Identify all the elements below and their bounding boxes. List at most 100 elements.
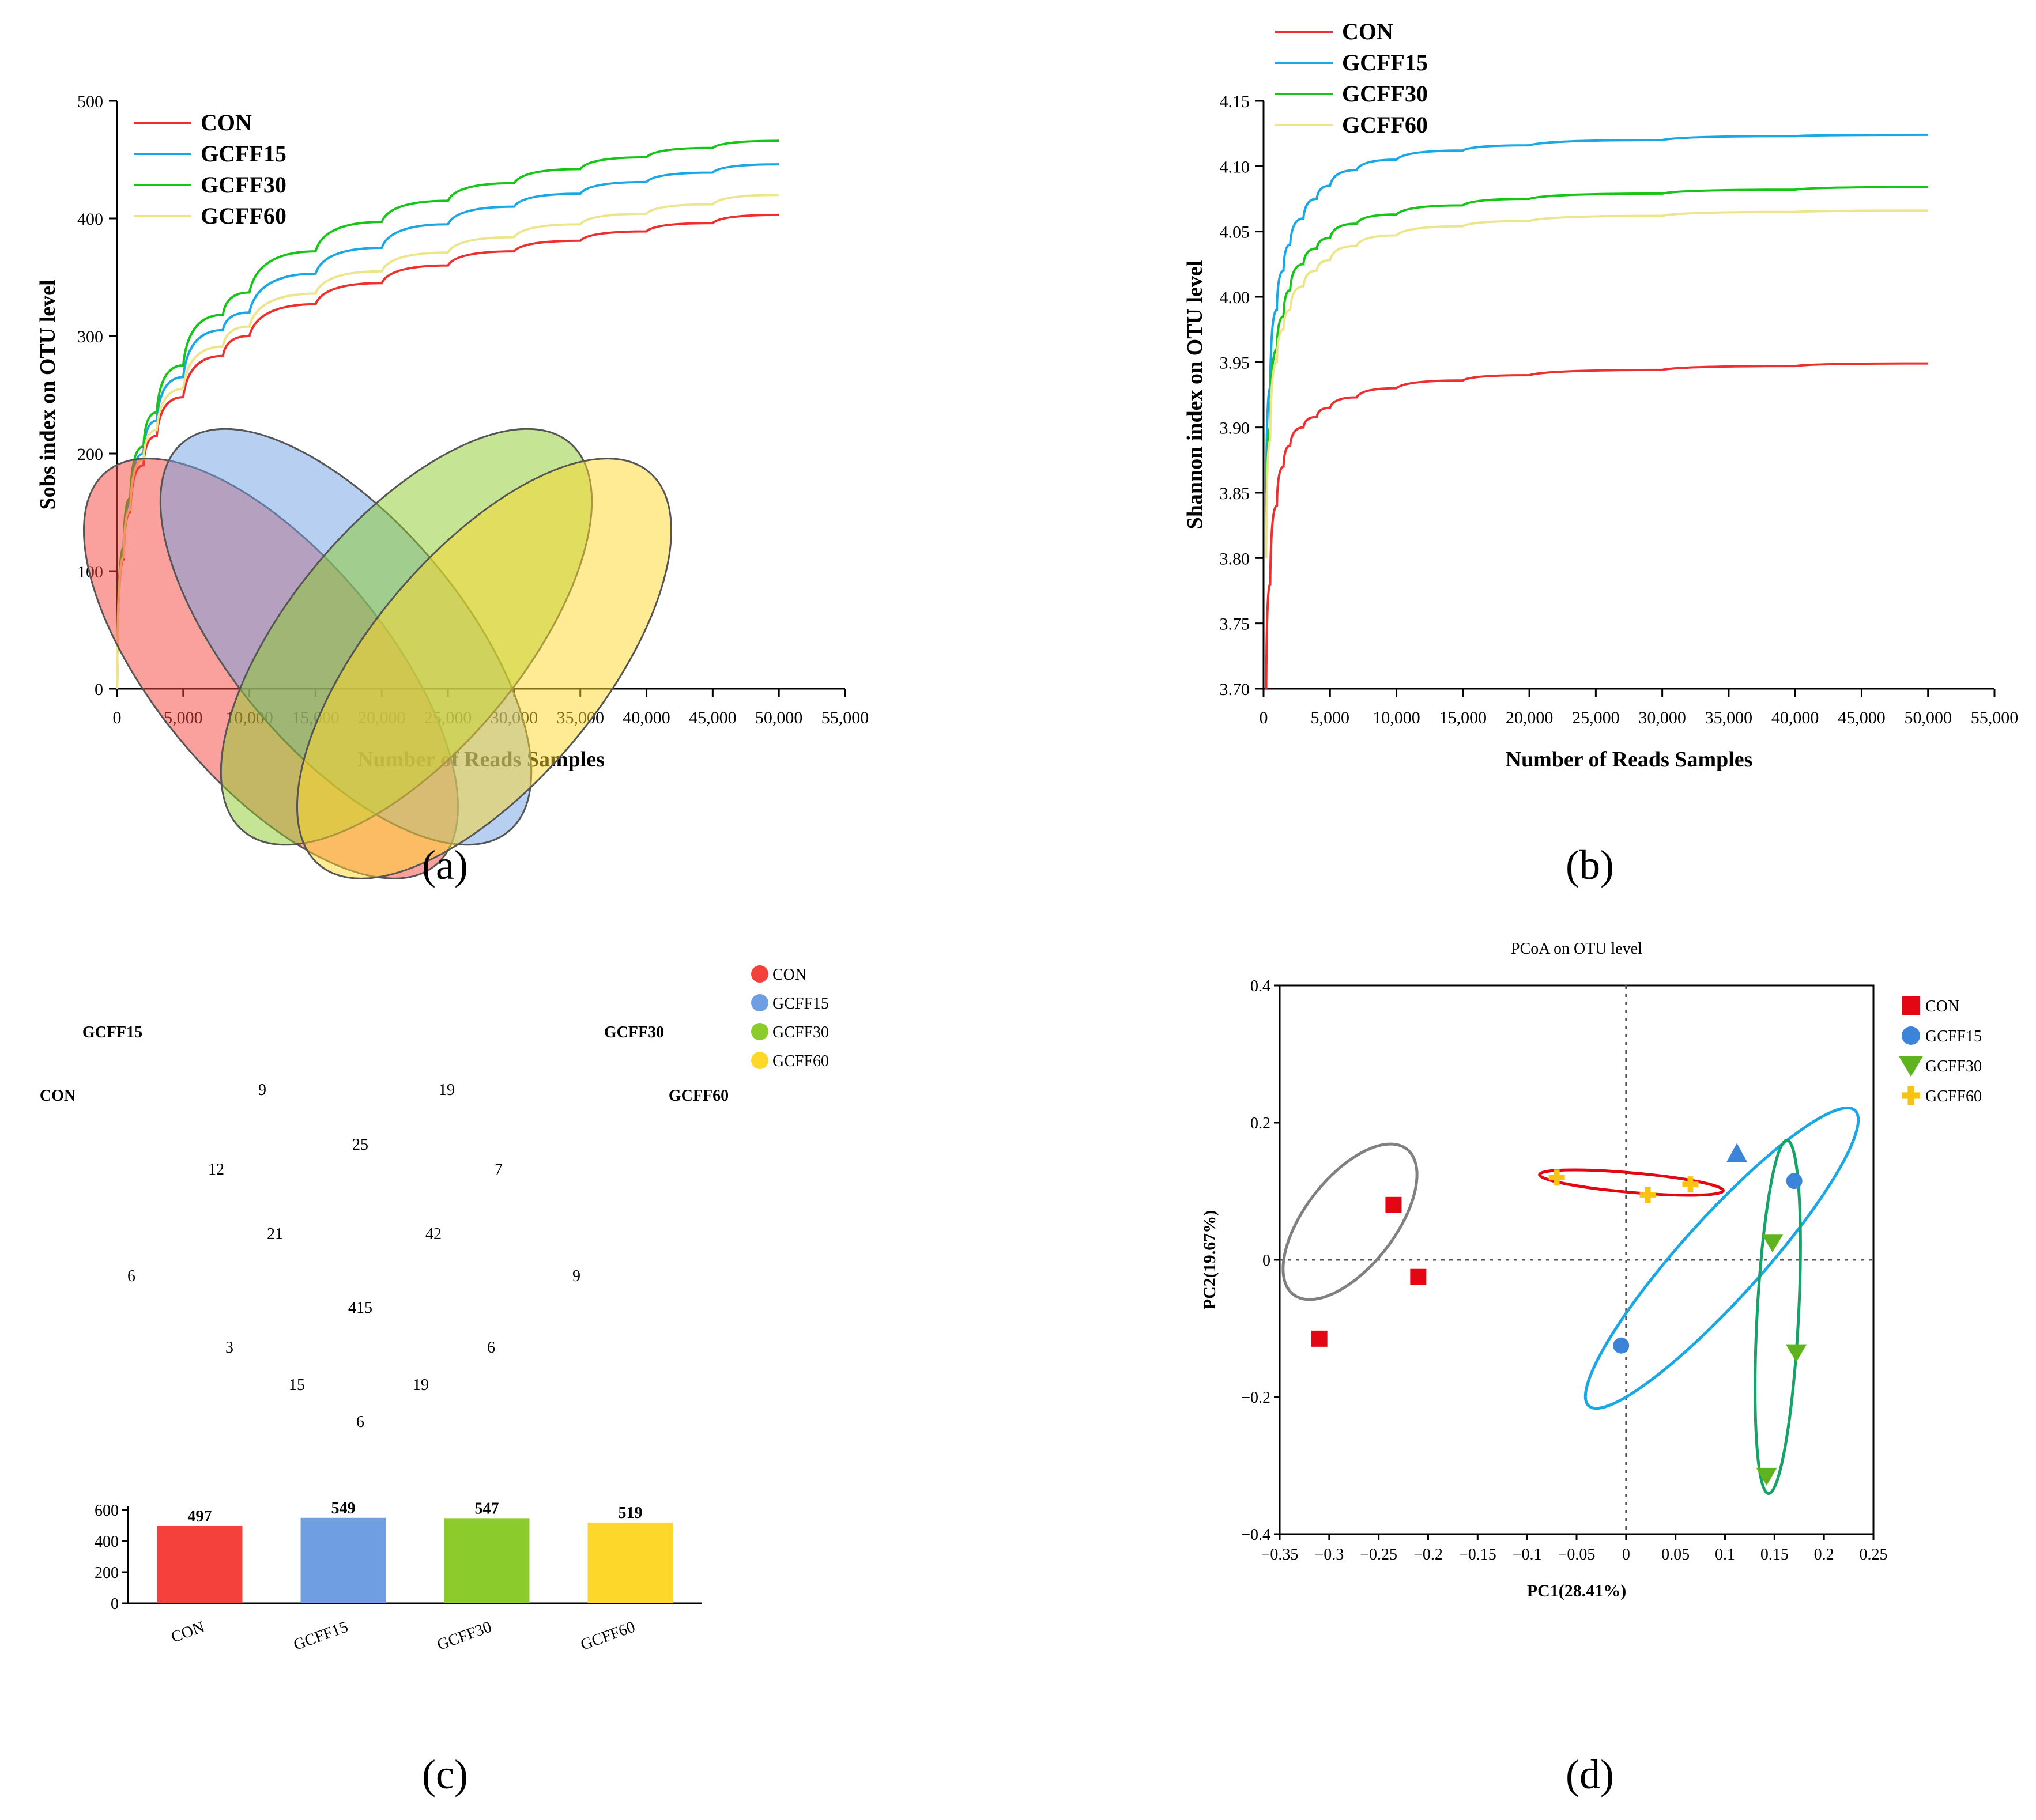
- y-tick-label: 3.85: [1220, 484, 1250, 503]
- x-tick-label: 40,000: [623, 708, 670, 727]
- x-tick-label: 0.25: [1860, 1546, 1888, 1564]
- x-tick-label: −0.05: [1558, 1546, 1596, 1564]
- venn-region-count: 15: [289, 1376, 305, 1394]
- legend-marker-gcff60: [751, 1052, 768, 1069]
- legend-marker-gcff60: [1902, 1086, 1920, 1105]
- bar-gcff15: [300, 1517, 386, 1603]
- y-tick-label: 3.90: [1220, 419, 1250, 438]
- x-tick-label: 0: [1622, 1546, 1630, 1564]
- bar-y-tick-label: 600: [95, 1502, 119, 1520]
- legend-label-gcff30: GCFF30: [201, 172, 286, 198]
- x-tick-label: −0.1: [1513, 1546, 1542, 1564]
- legend-marker-con: [1902, 996, 1920, 1015]
- y-tick-label: 3.95: [1220, 353, 1250, 372]
- venn-region-count: 25: [352, 1136, 368, 1154]
- y-tick-label: 400: [77, 210, 103, 229]
- venn-set-label-gcff30: GCFF30: [604, 1024, 664, 1041]
- x-tick-label: −0.15: [1459, 1546, 1496, 1564]
- venn-region-count: 42: [425, 1225, 442, 1243]
- venn-ellipses: [83, 428, 672, 879]
- x-tick-label: 20,000: [1506, 708, 1554, 727]
- legend-label-con: CON: [201, 109, 252, 135]
- legend-marker-gcff30: [1899, 1056, 1923, 1077]
- point-gcff30: [1756, 1467, 1777, 1486]
- y-tick-label: 3.70: [1220, 680, 1250, 699]
- y-tick-label: 0: [95, 680, 103, 699]
- x-tick-label: 50,000: [1904, 708, 1952, 727]
- y-axis-title: PC2(19.67%): [1200, 1210, 1219, 1309]
- venn-region-count: 415: [348, 1299, 372, 1317]
- x-tick-label: −0.35: [1261, 1546, 1299, 1564]
- x-tick-label: 45,000: [1838, 708, 1886, 727]
- panel-b-chart: 0 5,000 10,000 15,000 20,000 25,000 30,000 35,0…: [1183, 18, 2018, 772]
- x-tick-label: 0.2: [1814, 1546, 1834, 1564]
- ellipse-gcff60: [1538, 1168, 1725, 1197]
- y-tick-label: 0.2: [1250, 1115, 1270, 1132]
- y-tick-label: 3.80: [1220, 549, 1250, 568]
- legend-label-gcff60: GCFF60: [1342, 112, 1428, 138]
- legend-label-con: CON: [1342, 18, 1393, 44]
- venn-region-count: 19: [439, 1081, 455, 1099]
- y-tick-label: 500: [77, 92, 103, 111]
- y-tick-label: 4.05: [1220, 223, 1250, 242]
- point-gcff60: [1548, 1169, 1565, 1186]
- legend-label-gcff60: GCFF60: [201, 203, 286, 229]
- venn-set-label-con: CON: [40, 1087, 76, 1105]
- venn-region-count: 6: [487, 1339, 495, 1357]
- legend-label-gcff60: GCFF60: [1925, 1088, 1982, 1105]
- point-gcff30: [1762, 1234, 1784, 1253]
- legend-label-gcff30: GCFF30: [1925, 1058, 1982, 1075]
- point-gcff15: [1613, 1337, 1630, 1354]
- venn-ellipse-gcff60: [296, 458, 672, 879]
- legend-marker-gcff15: [751, 994, 768, 1011]
- venn-region-count: 3: [225, 1339, 233, 1357]
- bar-con: [157, 1526, 243, 1603]
- x-tick-label: 10,000: [1373, 708, 1420, 727]
- venn-region-count: 7: [495, 1161, 503, 1179]
- bar-category-label: GCFF60: [578, 1618, 638, 1654]
- venn-region-count: 6: [127, 1267, 135, 1285]
- legend-label-con: CON: [1925, 998, 1959, 1015]
- x-tick-label: 35,000: [1705, 708, 1753, 727]
- legend-label-gcff30: GCFF30: [772, 1024, 829, 1041]
- point-con: [1311, 1330, 1328, 1347]
- ellipse-gcff15: [1583, 1106, 1860, 1410]
- bar-category-label: GCFF15: [291, 1618, 350, 1654]
- venn-region-count: 9: [572, 1267, 580, 1285]
- legend-marker-con: [751, 965, 768, 983]
- panel-c-venn: GCFF15 GCFF30 CON GCFF60 9 19 25 12 7 21 42 6 9 415 3 6…: [40, 428, 829, 1654]
- x-tick-label: −0.3: [1314, 1546, 1344, 1564]
- y-tick-label: 0: [1262, 1252, 1270, 1270]
- point-gcff15: [1786, 1173, 1803, 1190]
- series-line-gcff15: [1265, 133, 1928, 493]
- x-tick-label: 55,000: [1971, 708, 2019, 727]
- legend-marker-gcff30: [751, 1023, 768, 1040]
- venn-set-label-gcff60: GCFF60: [669, 1087, 729, 1105]
- series-line-gcff60: [1265, 209, 1928, 558]
- x-tick-label: 55,000: [821, 708, 869, 727]
- venn-region-count: 19: [413, 1376, 429, 1394]
- point-gcff60: [1682, 1176, 1699, 1193]
- y-tick-label: 4.00: [1220, 288, 1250, 307]
- venn-region-count: 6: [356, 1413, 364, 1431]
- bar-y-tick-label: 0: [111, 1595, 119, 1613]
- y-axis-title: Sobs index on OTU level: [36, 280, 60, 509]
- point-gcff15: [1726, 1143, 1748, 1162]
- x-axis-title: Number of Reads Samples: [1506, 747, 1753, 772]
- y-tick-label: 3.75: [1220, 615, 1250, 634]
- panel-label-c: (c): [422, 1751, 468, 1798]
- y-axis-title: Shannon index on OTU level: [1183, 260, 1207, 530]
- y-tick-label: 4.10: [1220, 157, 1250, 176]
- x-tick-label: 40,000: [1771, 708, 1819, 727]
- bar-value-label: 519: [619, 1504, 643, 1522]
- bar-value-label: 547: [475, 1500, 499, 1517]
- x-tick-label: 5,000: [1311, 708, 1350, 727]
- x-tick-label: 0.1: [1715, 1546, 1735, 1564]
- legend-label-gcff15: GCFF15: [1925, 1028, 1982, 1045]
- legend-label-con: CON: [772, 966, 806, 984]
- panel-label-a: (a): [422, 842, 468, 888]
- x-tick-label: 15,000: [1439, 708, 1487, 727]
- bar-y-tick-label: 200: [95, 1564, 119, 1582]
- series-line-con: [1265, 362, 1928, 689]
